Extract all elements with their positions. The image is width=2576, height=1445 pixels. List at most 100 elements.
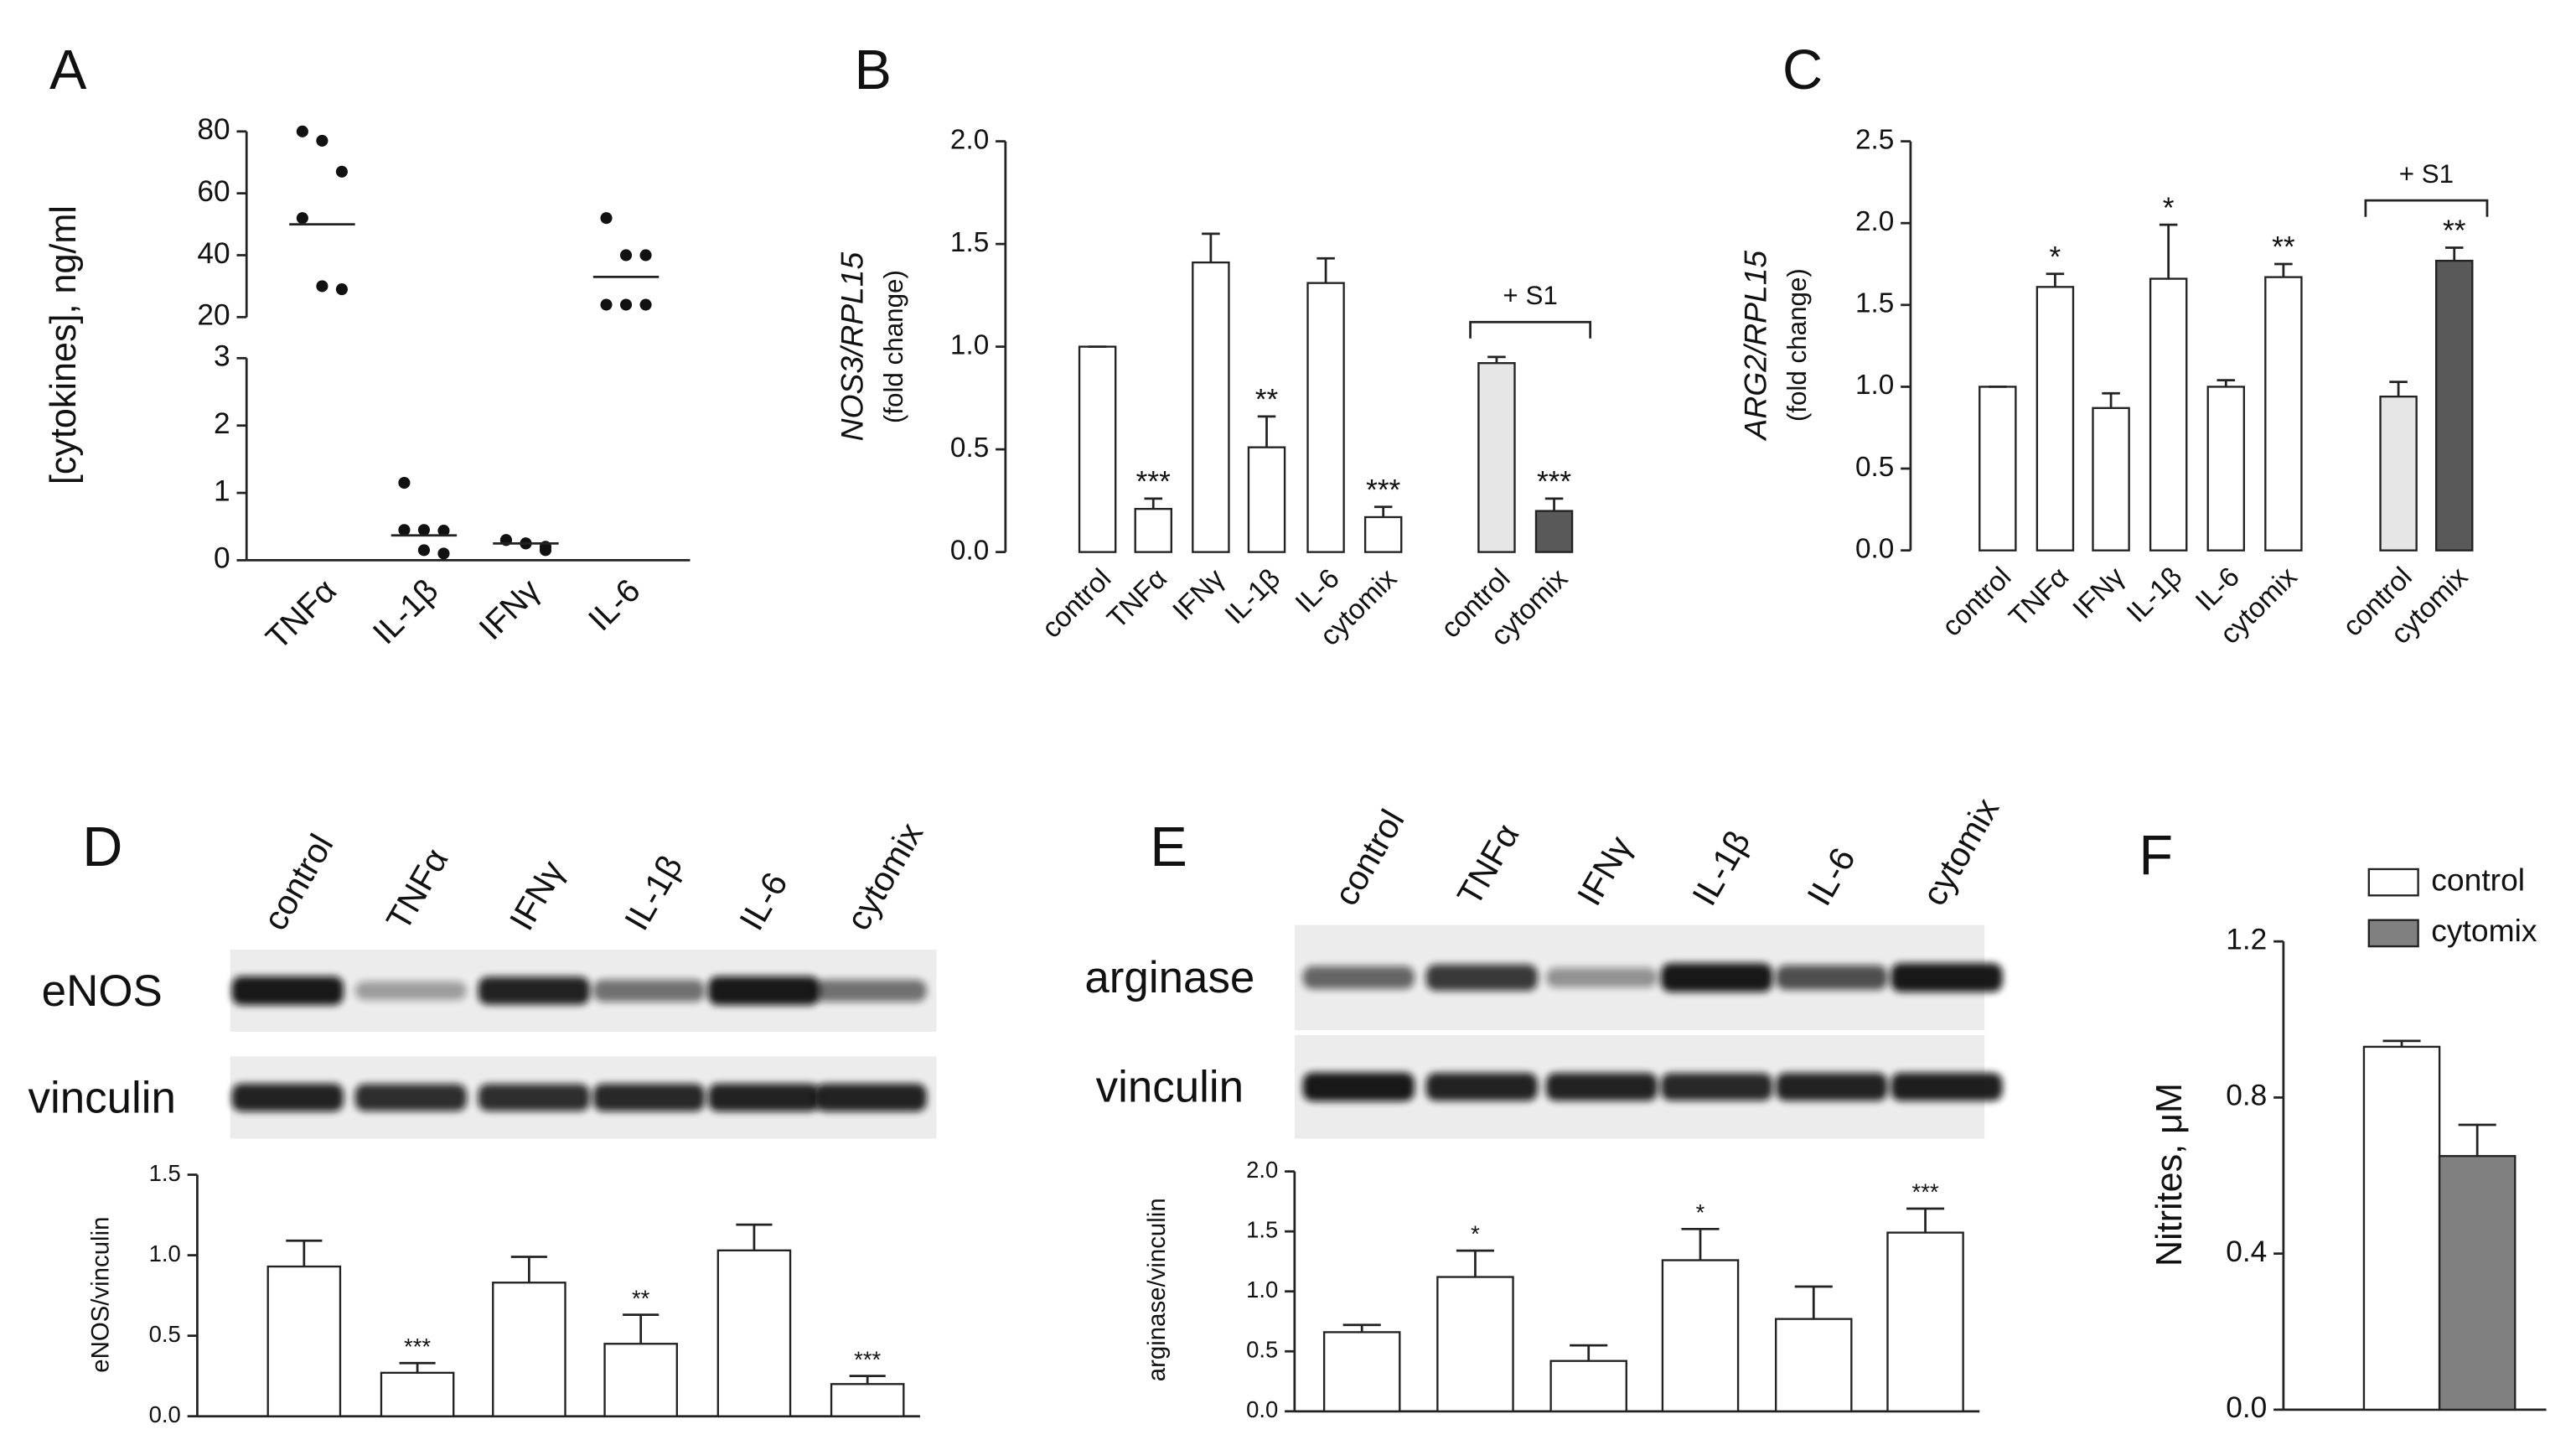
bar: [2035, 286, 2075, 552]
y-tick-label: 0.0: [2226, 1391, 2267, 1424]
x-tick-label: IL-1β: [1219, 563, 1286, 630]
blot-band: [708, 1083, 820, 1112]
y-tick-label: 1.5: [1246, 1216, 1278, 1242]
bar: [603, 1343, 678, 1417]
lane-label: IL-1β: [617, 849, 690, 937]
y-tick-label: 1: [214, 474, 230, 507]
significance: *: [1471, 1221, 1480, 1247]
legend-label: control: [2431, 862, 2525, 897]
data-point: [296, 125, 308, 137]
y-tick-label: 1.2: [2226, 924, 2267, 956]
y-tick-label: 0: [214, 542, 230, 575]
bar: [2264, 276, 2303, 552]
lane-label: cytomix: [1915, 791, 2007, 912]
y-tick-label: 1.0: [1246, 1277, 1278, 1303]
y-tick-label: 1.0: [149, 1240, 181, 1266]
blot-band: [592, 979, 706, 1002]
y-tick-label: 1.5: [950, 227, 989, 258]
bar: [2092, 407, 2130, 552]
lane-label: TNFα: [1450, 817, 1527, 912]
bar: [380, 1371, 455, 1417]
bar: [2438, 1155, 2517, 1411]
blot-band: [1776, 1073, 1888, 1101]
y-tick-label: 60: [197, 175, 230, 208]
lane-label: IFNγ: [1570, 829, 1639, 912]
y-tick-label: 0.0: [950, 535, 989, 566]
y-tick-label: 2.0: [1855, 206, 1894, 237]
y-axis-label: [cytokines], ng/ml: [44, 205, 84, 484]
significance: ***: [404, 1334, 431, 1360]
bar: [1363, 515, 1403, 553]
blot-band: [478, 1084, 590, 1111]
data-point: [335, 165, 348, 178]
bar: [2379, 395, 2418, 552]
blot-band: [1776, 965, 1888, 991]
bar: [1886, 1231, 1964, 1412]
panel-label: F: [2139, 825, 2173, 887]
bar: [2149, 277, 2188, 552]
data-point: [316, 280, 328, 293]
y-tick-label: 1.5: [149, 1160, 181, 1186]
significance: ***: [1136, 466, 1171, 499]
y-axis-label: (fold change): [1782, 268, 1812, 422]
significance: *: [2163, 192, 2175, 225]
lane-label: TNFα: [379, 842, 456, 937]
blot-label: vinculin: [1096, 1063, 1244, 1112]
y-tick-label: 1.0: [1855, 370, 1894, 401]
y-tick-label: 0.0: [149, 1401, 181, 1427]
bar: [1436, 1276, 1514, 1412]
data-point: [619, 298, 633, 311]
y-axis-label: eNOS/vinculin: [86, 1217, 114, 1373]
significance: ***: [1366, 474, 1400, 506]
y-tick-label: 0.5: [149, 1321, 181, 1347]
x-tick-label: IL-1β: [366, 572, 445, 651]
significance: **: [1255, 384, 1279, 417]
bar: [1549, 1360, 1627, 1412]
bar: [1247, 446, 1286, 553]
data-point: [417, 524, 430, 536]
x-tick-label: TNFα: [260, 572, 344, 656]
significance: *: [2050, 241, 2061, 273]
data-point: [398, 524, 411, 536]
bracket: [1469, 320, 1592, 339]
y-tick-label: 40: [197, 237, 230, 270]
blot-band: [354, 981, 467, 1001]
x-tick-label: IL-1β: [2121, 562, 2188, 629]
bar: [2435, 259, 2474, 552]
lane-label: IL-1β: [1684, 824, 1757, 912]
lane-label: cytomix: [839, 816, 931, 936]
x-tick-label: TNFα: [2003, 562, 2075, 634]
legend-label: cytomix: [2431, 913, 2537, 948]
blot-band: [592, 1083, 706, 1111]
x-tick-label: TNFα: [1101, 563, 1173, 635]
y-axis-label: (fold change): [879, 270, 908, 423]
data-point: [639, 298, 652, 311]
y-tick-label: 0.5: [950, 432, 989, 464]
bar: [1979, 386, 2017, 552]
legend-swatch: [2367, 919, 2419, 948]
y-tick-label: 0.0: [1855, 533, 1894, 564]
blot-band: [1660, 963, 1773, 992]
y-tick-label: 1.5: [1855, 288, 1894, 319]
significance: **: [2443, 215, 2466, 247]
y-tick-label: 0.5: [1855, 452, 1894, 483]
data-point: [398, 476, 411, 489]
lane-label: control: [256, 827, 341, 936]
y-tick-label: 1.0: [950, 329, 989, 360]
x-tick-label: IFNγ: [473, 572, 547, 647]
blot-band: [1891, 963, 2003, 992]
blot-band: [708, 976, 820, 1006]
lane-label: IL-6: [732, 866, 794, 936]
significance: **: [2272, 231, 2295, 264]
y-tick-label: 2: [214, 407, 230, 440]
y-tick-label: 0.5: [1246, 1337, 1278, 1363]
bar: [830, 1383, 905, 1417]
bar: [1477, 362, 1516, 553]
significance: ***: [1537, 466, 1571, 499]
y-tick-label: 3: [214, 340, 230, 373]
bracket-label: + S1: [2399, 159, 2454, 189]
data-point: [417, 544, 430, 557]
blot-band: [815, 979, 927, 1002]
x-tick-label: control: [1937, 562, 2018, 643]
